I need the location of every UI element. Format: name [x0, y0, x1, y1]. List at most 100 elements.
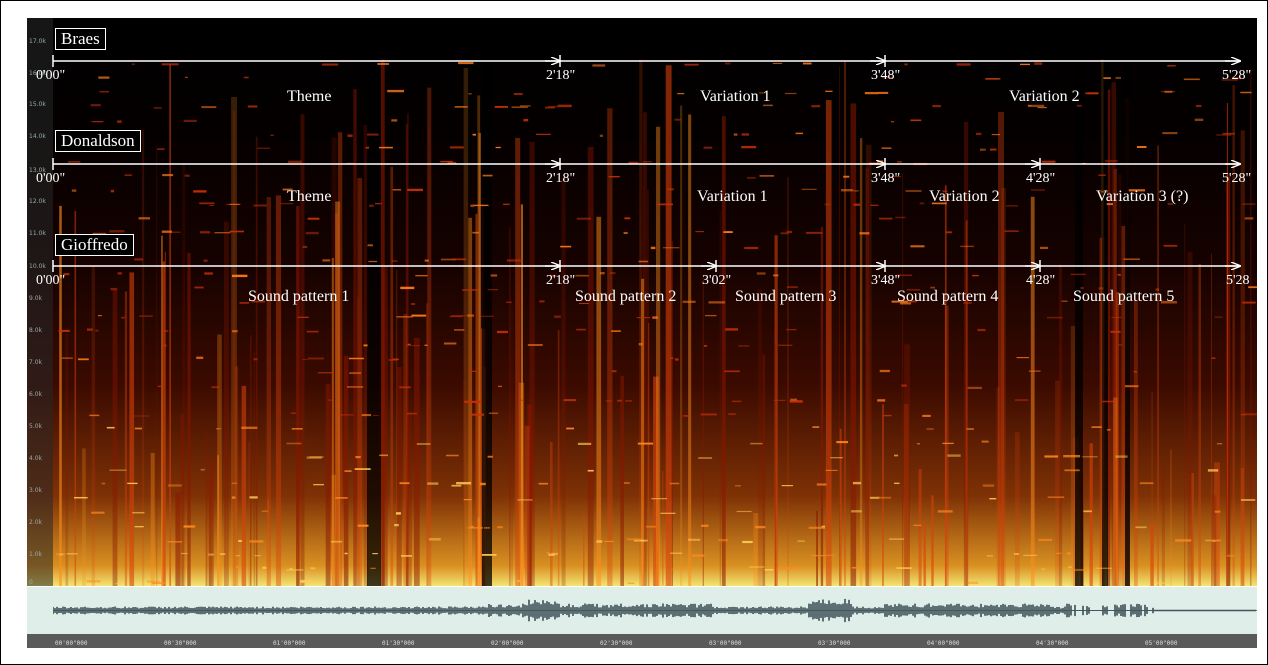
- spectral-streak: [129, 272, 135, 586]
- braes-time: 2'18": [546, 68, 576, 83]
- spectral-streak: [142, 129, 145, 586]
- spectral-streak: [91, 266, 96, 586]
- frequency-tick: 0: [29, 579, 33, 586]
- spectral-streak: [762, 354, 766, 586]
- spectral-streak: [390, 166, 394, 586]
- donaldson-section: Variation 2: [929, 188, 1000, 205]
- spectral-streak: [150, 452, 155, 586]
- spectral-streak: [641, 278, 645, 586]
- spectral-streak: [816, 510, 818, 586]
- spectral-streak: [639, 59, 643, 586]
- spectral-streak: [325, 383, 331, 586]
- spectral-streak: [1014, 432, 1020, 586]
- spectral-streak: [865, 168, 869, 586]
- gioffredo-time: 5'28: [1226, 273, 1250, 288]
- donaldson-time: 5'28": [1222, 171, 1252, 186]
- spectral-streak: [529, 141, 535, 586]
- gioffredo-time: 3'02": [702, 273, 732, 288]
- ruler-tick: 03'00"000: [709, 640, 742, 647]
- spectral-streak: [1107, 89, 1111, 586]
- frequency-tick: 10.0k: [29, 263, 46, 270]
- spectral-streak: [918, 469, 922, 586]
- spectral-streak: [162, 261, 165, 586]
- spectral-streak: [945, 305, 949, 586]
- spectral-streak: [182, 162, 186, 586]
- spectral-streak: [407, 113, 409, 586]
- frequency-tick: 5.0k: [29, 423, 43, 430]
- spectral-streak: [414, 337, 420, 586]
- gioffredo-time: 3'48": [871, 273, 901, 288]
- timeline-ruler[interactable]: 00'00"000 00'30"000 01'00"000 01'30"000 …: [27, 634, 1257, 648]
- spectral-streak: [206, 479, 212, 586]
- spectral-streak: [1030, 196, 1035, 586]
- spectral-streak: [1240, 130, 1245, 586]
- silence-gap: [1075, 18, 1083, 586]
- spectral-streak: [656, 126, 661, 586]
- gioffredo-section: Sound pattern 1: [248, 288, 350, 305]
- donaldson-section: Variation 1: [697, 188, 768, 205]
- spectral-streak: [757, 288, 763, 586]
- spectral-streak: [380, 59, 385, 586]
- spectral-streak: [331, 474, 336, 586]
- spectral-streak: [1191, 473, 1194, 586]
- braes-time: 3'48": [871, 68, 901, 83]
- spectral-streak: [509, 227, 511, 586]
- spectral-streak: [180, 413, 184, 586]
- gioffredo-section: Sound pattern 5: [1073, 288, 1175, 305]
- spectral-streak: [248, 441, 251, 586]
- frequency-axis: 17.0k 16.0k 15.0k 14.0k 13.0k 12.0k 11.0…: [27, 18, 53, 586]
- spectral-streak: [753, 513, 759, 586]
- ruler-tick: 04'00"000: [927, 640, 960, 647]
- spectral-streak: [665, 65, 672, 586]
- spectral-streak: [161, 235, 163, 586]
- frequency-tick: 3.0k: [29, 487, 43, 494]
- spectral-streak: [839, 428, 842, 586]
- spectral-streak: [169, 64, 171, 586]
- spectral-streak: [396, 367, 402, 586]
- spectrogram-harmonics: [55, 62, 1257, 585]
- spectral-streak: [381, 265, 388, 586]
- spectral-streak: [112, 289, 118, 586]
- spectral-streak: [680, 105, 683, 586]
- gioffredo-section: Sound pattern 2: [575, 288, 677, 305]
- spectral-streak: [406, 413, 412, 586]
- spectral-streak: [844, 60, 846, 586]
- gioffredo-time: 2'18": [546, 273, 576, 288]
- spectral-streak: [1115, 291, 1119, 586]
- ruler-tick: 02'30"000: [600, 640, 633, 647]
- spectral-streak: [357, 178, 363, 586]
- waveform-graphic: [53, 598, 1257, 623]
- spectral-streak: [1001, 187, 1006, 586]
- spectral-streak: [427, 87, 432, 586]
- spectral-streak: [253, 351, 255, 586]
- spectral-streak: [477, 517, 481, 586]
- donaldson-section: Variation 3 (?): [1096, 188, 1189, 205]
- spectral-streak: [515, 137, 521, 586]
- spectral-streak: [511, 302, 513, 586]
- spectral-streak: [520, 204, 523, 586]
- spectral-streak: [527, 404, 532, 586]
- spectral-streak: [719, 210, 721, 586]
- spectral-streak: [1226, 174, 1231, 586]
- braes-section: Variation 1: [700, 88, 771, 105]
- spectral-streak: [702, 275, 704, 586]
- silence-gap: [1102, 18, 1108, 586]
- spectrogram-view[interactable]: 17.0k 16.0k 15.0k 14.0k 13.0k 12.0k 11.0…: [27, 18, 1257, 586]
- spectral-streak: [124, 291, 128, 586]
- frequency-tick: 1.0k: [29, 551, 43, 558]
- spectral-streak: [224, 221, 229, 586]
- spectral-streak: [1198, 264, 1201, 586]
- frequency-tick: 4.0k: [29, 455, 43, 462]
- spectral-streak: [205, 430, 207, 586]
- spectral-streak: [266, 197, 271, 586]
- spectral-streak: [1058, 264, 1063, 586]
- ruler-tick: 03'30"000: [818, 640, 851, 647]
- braes-time: 5'28": [1222, 68, 1252, 83]
- spectral-streak: [1055, 380, 1060, 586]
- gioffredo-label: Gioffredo: [55, 234, 134, 256]
- frequency-tick: 15.0k: [29, 101, 46, 108]
- frequency-tick: 2.0k: [29, 519, 43, 526]
- spectral-streak: [607, 108, 613, 586]
- gioffredo-section: Sound pattern 4: [897, 288, 999, 305]
- spectral-streak: [232, 111, 236, 586]
